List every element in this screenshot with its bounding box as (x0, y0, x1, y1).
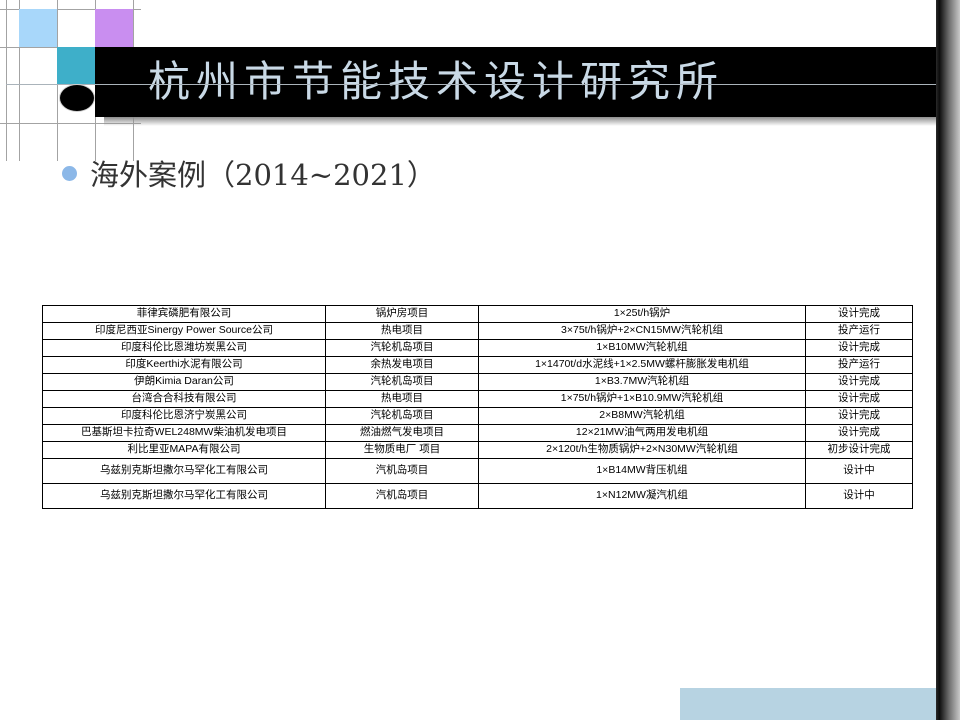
table-cell: 余热发电项目 (325, 356, 479, 374)
table-cell: 设计中 (805, 458, 913, 484)
table-cell: 12×21MW油气两用发电机组 (478, 424, 806, 442)
title-bar (95, 47, 936, 117)
table-cell: 生物质电厂 项目 (325, 441, 479, 459)
table-cell: 印度科伦比恩济宁炭黑公司 (42, 407, 326, 425)
table-cell: 设计中 (805, 483, 913, 509)
table-cell: 2×120t/h生物质锅炉+2×N30MW汽轮机组 (478, 441, 806, 459)
table-cell: 汽轮机岛项目 (325, 339, 479, 357)
deco-grid-line-long (6, 84, 936, 85)
table-row: 巴基斯坦卡拉奇WEL248MW柴油机发电项目 燃油燃气发电项目 12×21MW油… (42, 424, 913, 442)
table-cell: 印度Keerthi水泥有限公司 (42, 356, 326, 374)
table-cell: 1×B14MW背压机组 (478, 458, 806, 484)
table-cell: 利比里亚MAPA有限公司 (42, 441, 326, 459)
table-cell: 伊朗Kimia Daran公司 (42, 373, 326, 391)
table-cell: 巴基斯坦卡拉奇WEL248MW柴油机发电项目 (42, 424, 326, 442)
table-cell: 菲律宾磷肥有限公司 (42, 305, 326, 323)
table-row: 伊朗Kimia Daran公司 汽轮机岛项目 1×B3.7MW汽轮机组 设计完成 (42, 373, 913, 391)
table-cell: 汽机岛项目 (325, 458, 479, 484)
deco-square-purple (95, 9, 133, 47)
deco-grid-line (19, 0, 20, 161)
bullet-text: 海外案例（2014~2021） (90, 158, 436, 192)
deco-grid-line (0, 9, 141, 10)
table-cell: 锅炉房项目 (325, 305, 479, 323)
table-cell: 燃油燃气发电项目 (325, 424, 479, 442)
bullet-heading: 海外案例（2014~2021） (62, 152, 436, 194)
table-cell: 2×B8MW汽轮机组 (478, 407, 806, 425)
table-cell: 1×25t/h锅炉 (478, 305, 806, 323)
table-cell: 1×B10MW汽轮机组 (478, 339, 806, 357)
table-cell: 设计完成 (805, 424, 913, 442)
table-row: 印度科伦比恩潍坊炭黑公司 汽轮机岛项目 1×B10MW汽轮机组 设计完成 (42, 339, 913, 357)
table-cell: 热电项目 (325, 390, 479, 408)
table-row: 菲律宾磷肥有限公司 锅炉房项目 1×25t/h锅炉 设计完成 (42, 305, 913, 323)
title-bar-shadow (104, 117, 941, 126)
table-cell: 印度科伦比恩潍坊炭黑公司 (42, 339, 326, 357)
table-cell: 1×75t/h锅炉+1×B10.9MW汽轮机组 (478, 390, 806, 408)
table-cell: 设计完成 (805, 339, 913, 357)
table-cell: 乌兹别克斯坦撒尔马罕化工有限公司 (42, 483, 326, 509)
table-cell: 印度尼西亚Sinergy Power Source公司 (42, 322, 326, 340)
table-cell: 乌兹别克斯坦撒尔马罕化工有限公司 (42, 458, 326, 484)
table-row: 乌兹别克斯坦撒尔马罕化工有限公司 汽机岛项目 1×N12MW凝汽机组 设计中 (42, 483, 913, 509)
table-cell: 投产运行 (805, 322, 913, 340)
table-cell: 设计完成 (805, 305, 913, 323)
table-row: 乌兹别克斯坦撒尔马罕化工有限公司 汽机岛项目 1×B14MW背压机组 设计中 (42, 458, 913, 484)
table-cell: 3×75t/h锅炉+2×CN15MW汽轮机组 (478, 322, 806, 340)
bullet-icon (62, 165, 77, 181)
table-row: 印度Keerthi水泥有限公司 余热发电项目 1×1470t/d水泥线+1×2.… (42, 356, 913, 374)
table-cell: 1×B3.7MW汽轮机组 (478, 373, 806, 391)
table-cell: 汽轮机岛项目 (325, 407, 479, 425)
table-row: 利比里亚MAPA有限公司 生物质电厂 项目 2×120t/h生物质锅炉+2×N3… (42, 441, 913, 459)
table-cell: 汽机岛项目 (325, 483, 479, 509)
table-cell: 设计完成 (805, 407, 913, 425)
table-row: 印度尼西亚Sinergy Power Source公司 热电项目 3×75t/h… (42, 322, 913, 340)
table-row: 台湾合合科技有限公司 热电项目 1×75t/h锅炉+1×B10.9MW汽轮机组 … (42, 390, 913, 408)
cases-table: 菲律宾磷肥有限公司 锅炉房项目 1×25t/h锅炉 设计完成 印度尼西亚Sine… (42, 305, 913, 509)
slide-title: 杭州市节能技术设计研究所 (148, 57, 725, 106)
table-cell: 1×N12MW凝汽机组 (478, 483, 806, 509)
table-cell: 台湾合合科技有限公司 (42, 390, 326, 408)
deco-circle (59, 84, 95, 112)
table-cell: 1×1470t/d水泥线+1×2.5MW螺杆膨胀发电机组 (478, 356, 806, 374)
table-cell: 设计完成 (805, 373, 913, 391)
table-cell: 设计完成 (805, 390, 913, 408)
footer-accent-bar (680, 688, 936, 720)
deco-grid-line (6, 0, 7, 161)
table-cell: 投产运行 (805, 356, 913, 374)
deco-grid-line (0, 123, 141, 124)
table-cell: 热电项目 (325, 322, 479, 340)
table-cell: 初步设计完成 (805, 441, 913, 459)
deco-square-lightblue (19, 9, 57, 47)
deco-square-teal (57, 47, 95, 85)
table-row: 印度科伦比恩济宁炭黑公司 汽轮机岛项目 2×B8MW汽轮机组 设计完成 (42, 407, 913, 425)
slide-right-shadow (936, 0, 960, 720)
table-cell: 汽轮机岛项目 (325, 373, 479, 391)
